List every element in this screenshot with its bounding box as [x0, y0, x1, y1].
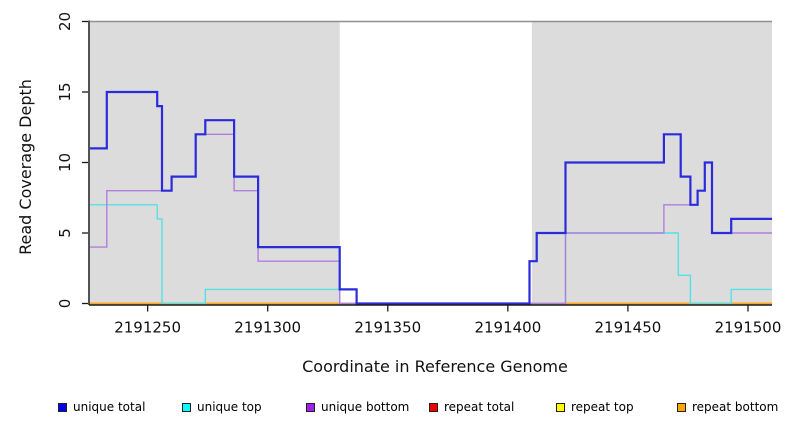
y-tick-label: 0: [56, 299, 74, 309]
legend-label: repeat top: [571, 400, 634, 414]
legend-swatch-unique-bottom: [306, 402, 315, 412]
legend-item-unique-total: unique total: [58, 400, 145, 414]
legend-label: unique total: [73, 400, 146, 414]
coverage-step-lines: [90, 90, 772, 305]
legend-label: unique bottom: [321, 400, 410, 414]
x-tick-label: 2191300: [234, 319, 301, 337]
y-axis-title: Read Coverage Depth: [16, 79, 35, 255]
legend-swatch-unique-top: [182, 402, 191, 412]
legend-swatch-repeat-bottom: [677, 402, 686, 412]
legend-item-repeat-top: repeat top: [556, 400, 634, 414]
y-tick-label: 5: [56, 228, 74, 238]
legend-swatch-repeat-top: [556, 402, 565, 412]
x-axis-title: Coordinate in Reference Genome: [302, 357, 568, 376]
axes: [82, 20, 772, 312]
legend-swatch-repeat-total: [429, 402, 438, 412]
legend-label: repeat bottom: [692, 400, 779, 414]
x-tick-label: 2191500: [715, 319, 782, 337]
legend-swatch-unique-total: [58, 402, 67, 412]
legend-item-repeat-total: repeat total: [429, 400, 514, 414]
x-tick-label: 2191400: [474, 319, 541, 337]
tick-labels: 2191250 2191300 2191350 2191400 2191450 21915…: [56, 12, 781, 337]
y-tick-label: 10: [56, 153, 74, 172]
legend-item-unique-bottom: unique bottom: [306, 400, 409, 414]
x-tick-label: 2191350: [354, 319, 421, 337]
y-tick-label: 20: [56, 12, 74, 31]
coverage-chart: 2191250 2191300 2191350 2191400 2191450 21915…: [16, 12, 781, 376]
y-tick-label: 15: [56, 82, 74, 101]
x-tick-label: 2191250: [114, 319, 181, 337]
legend-label: repeat total: [444, 400, 515, 414]
legend: unique total unique top unique bottom repea…: [0, 397, 792, 421]
series-line-unique-total: [90, 90, 772, 305]
x-tick-label: 2191450: [595, 319, 662, 337]
repeat-region-rect: [90, 21, 340, 304]
repeat-region-shading: [90, 20, 772, 304]
legend-item-repeat-bottom: repeat bottom: [677, 400, 778, 414]
legend-item-unique-top: unique top: [182, 400, 262, 414]
legend-label: unique top: [197, 400, 262, 414]
